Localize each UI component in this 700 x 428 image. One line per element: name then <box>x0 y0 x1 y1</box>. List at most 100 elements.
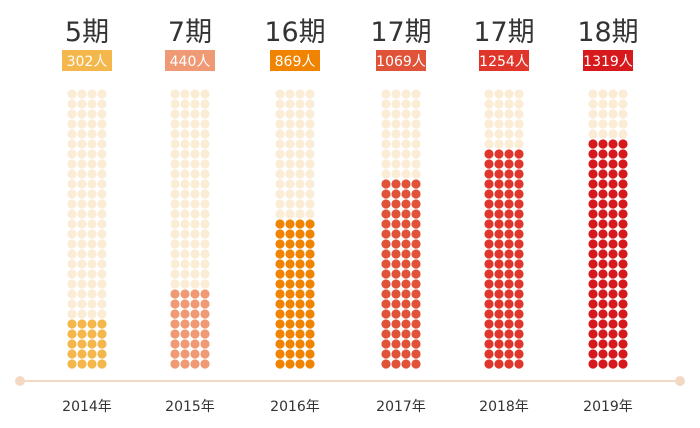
bar-dot <box>618 329 628 339</box>
empty-dot <box>504 119 514 129</box>
empty-dot <box>77 299 87 309</box>
bar-dot <box>411 309 421 319</box>
bar-dot <box>275 229 285 239</box>
bar-dot <box>275 259 285 269</box>
empty-dot <box>170 189 180 199</box>
bar-dot <box>484 269 494 279</box>
empty-dot <box>608 119 618 129</box>
empty-dot <box>588 109 598 119</box>
empty-dot <box>608 99 618 109</box>
bar-dot <box>391 259 401 269</box>
empty-dot <box>190 109 200 119</box>
empty-dot <box>190 249 200 259</box>
bar-dot <box>608 159 618 169</box>
year-tick-label: 2019年 <box>583 399 633 415</box>
bar-dot <box>494 269 504 279</box>
empty-dot <box>77 249 87 259</box>
bar-dot <box>514 279 524 289</box>
empty-dot <box>285 189 295 199</box>
column-4: 17期 1254人 2018年 <box>473 17 534 415</box>
empty-dot <box>67 179 77 189</box>
period-label: 17期 <box>473 17 534 48</box>
bar-dot <box>608 149 618 159</box>
bar-dot <box>275 239 285 249</box>
bar-dot <box>381 189 391 199</box>
bar-dot <box>295 219 305 229</box>
bar-dot <box>598 199 608 209</box>
empty-dot <box>401 99 411 109</box>
empty-dot <box>285 109 295 119</box>
bar-dot <box>588 329 598 339</box>
bar-dot <box>494 159 504 169</box>
empty-dot <box>97 309 107 319</box>
empty-dot <box>285 119 295 129</box>
empty-dot <box>180 259 190 269</box>
bar-dot <box>200 349 210 359</box>
bar-dot <box>381 209 391 219</box>
bar-dot <box>514 299 524 309</box>
empty-dot <box>77 119 87 129</box>
empty-dot <box>170 159 180 169</box>
empty-dot <box>77 239 87 249</box>
bar-dot <box>588 269 598 279</box>
empty-dot <box>67 209 77 219</box>
bar-dot <box>484 339 494 349</box>
bar-dot <box>484 169 494 179</box>
bar-dot <box>618 239 628 249</box>
empty-dot <box>190 99 200 109</box>
bar-dot <box>381 339 391 349</box>
column-3: 17期 1069人 2017年 <box>370 17 431 415</box>
empty-dot <box>381 119 391 129</box>
empty-dot <box>77 139 87 149</box>
year-tick-label: 2014年 <box>62 399 112 415</box>
bar-dot <box>391 319 401 329</box>
bar-dot <box>200 299 210 309</box>
empty-dot <box>295 189 305 199</box>
bar-dot <box>598 229 608 239</box>
bar-dot <box>598 169 608 179</box>
bar-dot <box>494 259 504 269</box>
bar-dot <box>401 189 411 199</box>
empty-dot <box>180 139 190 149</box>
empty-dot <box>411 129 421 139</box>
empty-dot <box>504 99 514 109</box>
bar-dot <box>87 319 97 329</box>
empty-dot <box>200 129 210 139</box>
column-5: 18期 1319人 2019年 <box>577 17 638 415</box>
timeline-right-cap <box>675 376 685 386</box>
bar-dot <box>494 179 504 189</box>
empty-dot <box>87 159 97 169</box>
empty-dot <box>411 99 421 109</box>
empty-dot <box>504 109 514 119</box>
empty-dot <box>87 269 97 279</box>
bar-dot <box>608 359 618 369</box>
empty-dot <box>180 109 190 119</box>
empty-dot <box>411 119 421 129</box>
bar-dot <box>618 289 628 299</box>
empty-dot <box>170 239 180 249</box>
empty-dot <box>514 139 524 149</box>
empty-dot <box>87 209 97 219</box>
bar-dot <box>598 239 608 249</box>
bar-dot <box>401 359 411 369</box>
empty-dot <box>190 149 200 159</box>
empty-dot <box>190 279 200 289</box>
empty-dot <box>504 139 514 149</box>
bar-dot <box>295 359 305 369</box>
bar-dot <box>200 309 210 319</box>
empty-dot <box>67 139 77 149</box>
bar-dot <box>401 259 411 269</box>
bar-dot <box>411 329 421 339</box>
empty-dot <box>97 229 107 239</box>
empty-dot <box>275 89 285 99</box>
empty-dot <box>618 109 628 119</box>
empty-dot <box>305 189 315 199</box>
empty-dot <box>295 139 305 149</box>
empty-dot <box>87 309 97 319</box>
empty-dot <box>67 259 77 269</box>
empty-dot <box>588 119 598 129</box>
bar-dot <box>77 319 87 329</box>
bar-dot <box>608 299 618 309</box>
empty-dot <box>411 89 421 99</box>
bar-dot <box>514 219 524 229</box>
